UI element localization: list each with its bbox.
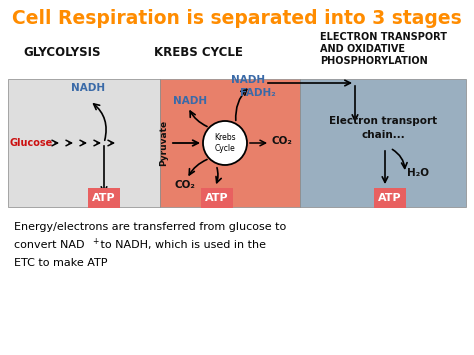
- Text: ETC to make ATP: ETC to make ATP: [14, 258, 108, 268]
- Bar: [160, 79, 300, 207]
- Text: CO₂: CO₂: [272, 136, 293, 146]
- FancyBboxPatch shape: [88, 188, 120, 208]
- Text: KREBS CYCLE: KREBS CYCLE: [154, 47, 242, 60]
- Text: Electron transport
chain...: Electron transport chain...: [329, 116, 437, 140]
- Text: NADH: NADH: [231, 75, 265, 85]
- Text: Glucose: Glucose: [10, 138, 53, 148]
- Bar: [8, 79, 160, 207]
- Text: H₂O: H₂O: [407, 168, 429, 178]
- Text: convert NAD: convert NAD: [14, 240, 84, 250]
- Circle shape: [203, 121, 247, 165]
- Text: Cell Respiration is separated into 3 stages: Cell Respiration is separated into 3 sta…: [12, 9, 462, 27]
- FancyBboxPatch shape: [201, 188, 233, 208]
- Text: ATP: ATP: [92, 193, 116, 203]
- Text: +: +: [92, 236, 99, 246]
- Text: to NADH, which is used in the: to NADH, which is used in the: [97, 240, 266, 250]
- Text: FADH₂: FADH₂: [240, 88, 276, 98]
- Text: NADH: NADH: [173, 96, 207, 106]
- Text: CO₂: CO₂: [174, 180, 195, 190]
- FancyBboxPatch shape: [374, 188, 406, 208]
- Bar: [300, 79, 466, 207]
- Text: ATP: ATP: [378, 193, 402, 203]
- Text: ELECTRON TRANSPORT
AND OXIDATIVE
PHOSPHORYLATION: ELECTRON TRANSPORT AND OXIDATIVE PHOSPHO…: [320, 32, 447, 66]
- Text: GLYCOLYSIS: GLYCOLYSIS: [23, 47, 101, 60]
- Text: Pyruvate: Pyruvate: [159, 120, 168, 166]
- Text: Krebs
Cycle: Krebs Cycle: [214, 133, 236, 153]
- Text: NADH: NADH: [71, 83, 105, 93]
- Text: Energy/electrons are transferred from glucose to: Energy/electrons are transferred from gl…: [14, 222, 286, 232]
- Text: ATP: ATP: [205, 193, 229, 203]
